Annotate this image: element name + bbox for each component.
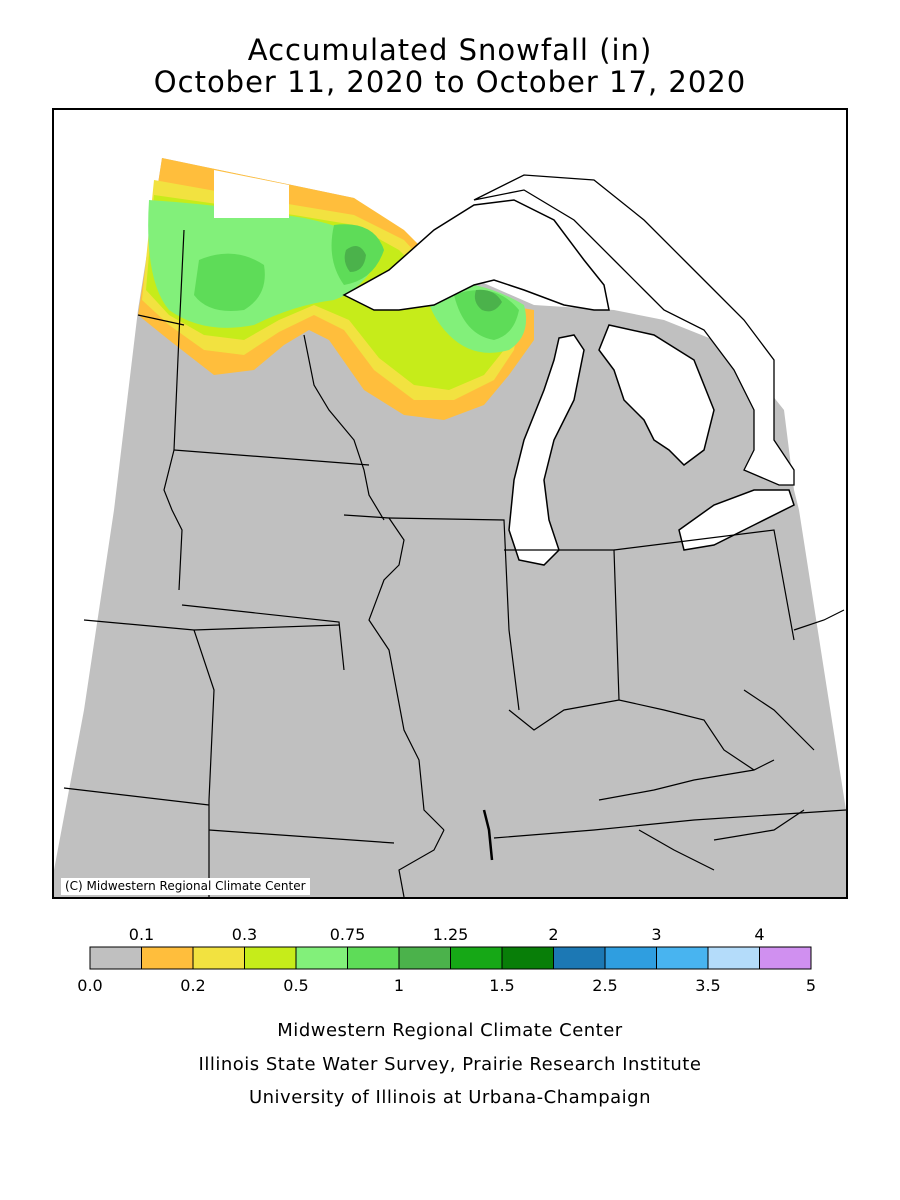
footer-survey: Illinois State Water Survey, Prairie Res… <box>198 1054 702 1075</box>
legend-bottom-label: 2.5 <box>592 976 617 995</box>
legend-swatch-8 <box>501 946 554 970</box>
legend-bottom-label: 0.5 <box>283 976 308 995</box>
canada-land <box>473 174 795 486</box>
snow-band-0-75 <box>194 253 265 311</box>
footer-organization: Midwestern Regional Climate Center <box>277 1020 623 1041</box>
legend-top-label: 2 <box>548 925 558 944</box>
copyright-label: (C) Midwestern Regional Climate Center <box>61 878 310 895</box>
state-borders <box>63 229 846 897</box>
legend-swatch-11 <box>656 946 709 970</box>
great-lakes <box>342 174 795 566</box>
legend-top-label: 0.75 <box>330 925 366 944</box>
snow-band-1-0 <box>344 246 366 272</box>
legend-swatch-12 <box>707 946 760 970</box>
legend-swatch-13 <box>759 946 812 970</box>
legend-bottom-labels: 0.0 0.2 0.5 1 1.5 2.5 3.5 5 <box>77 976 816 995</box>
snowfall-map <box>54 158 846 897</box>
legend-bottom-label: 0.0 <box>77 976 102 995</box>
snow-band-0-75-c <box>454 290 519 340</box>
map-panel: (C) Midwestern Regional Climate Center <box>52 108 848 899</box>
legend-bottom-label: 1 <box>394 976 404 995</box>
legend-top-label: 3 <box>651 925 661 944</box>
legend-swatch-7 <box>450 946 503 970</box>
lake-michigan <box>508 334 585 566</box>
legend-swatch-2 <box>192 946 245 970</box>
footer-university: University of Illinois at Urbana-Champai… <box>248 1087 652 1108</box>
map-title: Accumulated Snowfall (in) <box>247 33 653 67</box>
legend-swatch-10 <box>604 946 657 970</box>
legend-top-label: 1.25 <box>433 925 469 944</box>
legend-swatch-1 <box>141 946 194 970</box>
lake-erie <box>678 489 795 551</box>
legend-bottom-label: 1.5 <box>489 976 514 995</box>
lake-huron <box>598 324 715 466</box>
snow-band-1-0-b <box>474 289 502 312</box>
legend-top-labels: 0.1 0.3 0.75 1.25 2 3 4 <box>129 925 765 944</box>
color-legend: 0.1 0.3 0.75 1.25 2 3 4 0.0 0.2 0.5 1 1.5 2.5 3.5 5 <box>77 925 816 995</box>
rivers <box>482 809 494 861</box>
legend-swatches <box>89 946 812 970</box>
legend-swatch-9 <box>553 946 606 970</box>
no-data-area <box>214 170 289 218</box>
legend-bottom-label: 3.5 <box>695 976 720 995</box>
legend-top-label: 4 <box>754 925 764 944</box>
legend-swatch-6 <box>398 946 451 970</box>
legend-bottom-label: 0.2 <box>180 976 205 995</box>
legend-swatch-3 <box>244 946 297 970</box>
legend-swatch-4 <box>295 946 348 970</box>
legend-top-label: 0.3 <box>232 925 257 944</box>
map-date-range: October 11, 2020 to October 17, 2020 <box>153 65 747 99</box>
lake-superior <box>342 199 610 311</box>
legend-top-label: 0.1 <box>129 925 154 944</box>
snowfall-contours <box>138 158 534 420</box>
legend-swatch-5 <box>347 946 400 970</box>
legend-swatch-0 <box>89 946 142 970</box>
legend-bottom-label: 5 <box>806 976 816 995</box>
